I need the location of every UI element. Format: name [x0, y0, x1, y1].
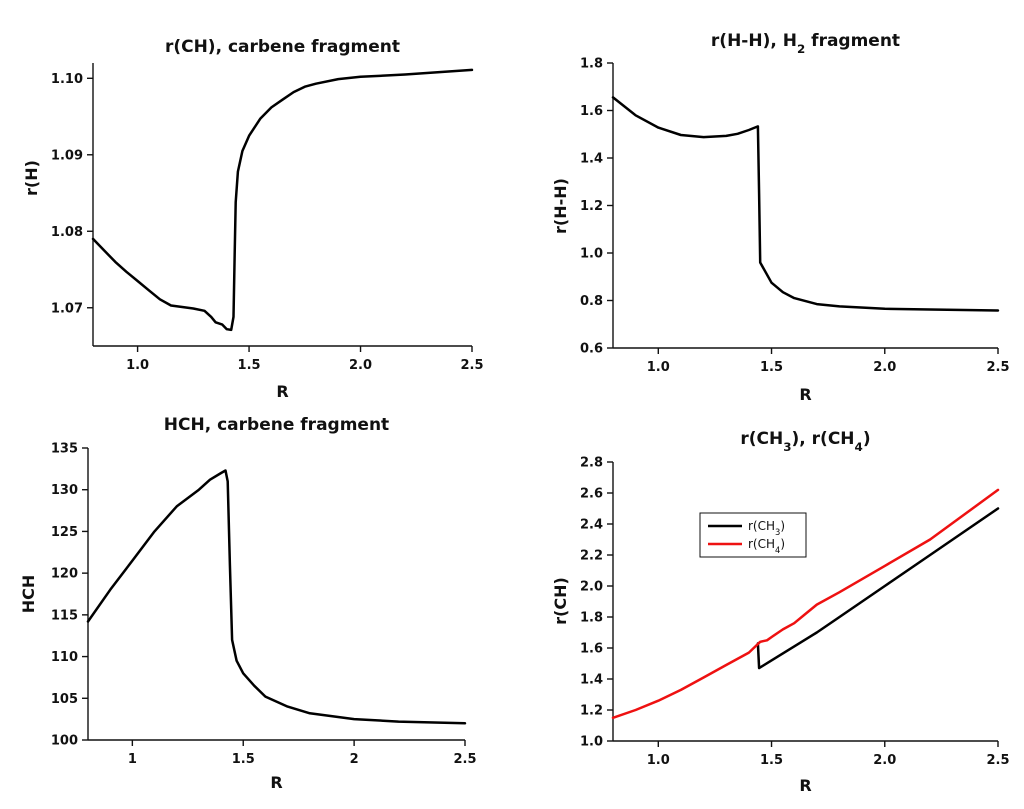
y-tick-label: 1.09 [51, 148, 83, 163]
y-tick-label: 1.10 [51, 72, 83, 87]
x-tick-label: 2.5 [453, 752, 476, 767]
x-tick-label: 1.5 [232, 752, 255, 767]
x-tick-label: 2.5 [986, 360, 1009, 375]
x-axis-label: R [799, 385, 811, 404]
chart-panel-4: r(CH3), r(CH4) 1.0 1.5 2.0 2.5 1.0 1.2 1.4 1.6 1.… [551, 429, 1010, 795]
x-tick-label: 2.0 [349, 358, 372, 373]
x-tick-label: 1.0 [647, 753, 670, 768]
x-tick-label: 1 [128, 752, 137, 767]
chart-title: r(CH), carbene fragment [165, 37, 400, 57]
chart-title: HCH, carbene fragment [164, 415, 389, 435]
y-tick-label: 120 [51, 567, 78, 582]
chart-title: r(CH3), r(CH4) [740, 429, 870, 454]
x-axis-label: R [270, 773, 282, 792]
y-tick-label: 0.8 [580, 294, 603, 309]
x-tick-label: 1.0 [647, 360, 670, 375]
x-axis-label: R [799, 776, 811, 795]
y-tick-label: 135 [51, 442, 78, 457]
y-tick-label: 1.8 [580, 611, 603, 626]
y-tick-label: 1.0 [580, 247, 603, 262]
y-tick-label: 1.6 [580, 642, 603, 657]
legend: r(CH3)r(CH4) [699, 512, 807, 558]
y-tick-label: 2.8 [580, 456, 603, 471]
y-tick-label: 1.0 [580, 735, 603, 750]
x-tick-label: 1.5 [760, 360, 783, 375]
x-axis-label: R [276, 382, 288, 401]
legend-label: r(CH4) [748, 537, 785, 555]
chart-panel-2: r(H-H), H2 fragment 1.0 1.5 2.0 2.5 0.6 0.8 1.0… [551, 31, 1010, 404]
y-tick-label: 2.0 [580, 580, 603, 595]
y-tick-label: 0.6 [580, 342, 603, 357]
y-tick-label: 1.2 [580, 199, 603, 214]
x-tick-label: 2.0 [873, 753, 896, 768]
y-tick-label: 1.07 [51, 301, 83, 316]
chart-title: r(H-H), H2 fragment [711, 31, 900, 56]
x-tick-label: 1.0 [126, 358, 149, 373]
y-tick-label: 2.6 [580, 487, 603, 502]
y-axis-label: HCH [19, 575, 38, 614]
y-tick-label: 100 [51, 734, 78, 749]
y-tick-label: 1.4 [580, 673, 603, 688]
series-line-r-ch4 [611, 488, 1000, 720]
y-tick-label: 1.8 [580, 57, 603, 72]
y-tick-label: 115 [51, 608, 78, 623]
y-axis-label: r(CH) [551, 577, 570, 625]
x-tick-label: 2 [350, 752, 359, 767]
legend-box [699, 512, 807, 558]
x-tick-label: 2.0 [873, 360, 896, 375]
y-axis-label: r(H-H) [551, 178, 570, 234]
series-line-r-ch3 [756, 507, 1000, 670]
y-tick-label: 1.6 [580, 104, 603, 119]
y-tick-label: 105 [51, 692, 78, 707]
y-tick-label: 130 [51, 483, 78, 498]
y-tick-label: 2.2 [580, 549, 603, 564]
y-tick-label: 1.08 [51, 225, 83, 240]
y-tick-label: 125 [51, 525, 78, 540]
y-tick-label: 2.4 [580, 518, 603, 533]
legend-label: r(CH3) [748, 519, 785, 537]
x-tick-label: 2.5 [986, 753, 1009, 768]
series-line-r-h-h [611, 96, 1000, 312]
series-line-hch [86, 469, 467, 725]
chart-panel-3: HCH, carbene fragment 1 1.5 2 2.5 100 105 110 11… [19, 415, 477, 792]
x-tick-label: 1.5 [760, 753, 783, 768]
x-tick-label: 1.5 [238, 358, 261, 373]
x-tick-label: 2.5 [460, 358, 483, 373]
y-tick-label: 110 [51, 650, 78, 665]
chart-panel-1: r(CH), carbene fragment 1.0 1.5 2.0 2.5 1.07 1… [22, 37, 484, 401]
series-line-r-ch [91, 68, 474, 332]
y-tick-label: 1.2 [580, 704, 603, 719]
y-axis-label: r(H) [22, 160, 41, 196]
y-tick-label: 1.4 [580, 152, 603, 167]
